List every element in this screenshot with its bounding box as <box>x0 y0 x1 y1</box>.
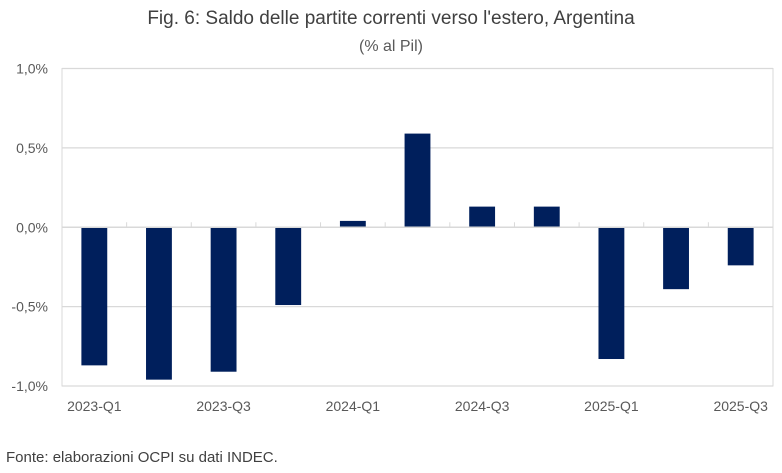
y-tick-label: -1,0% <box>11 378 48 394</box>
bar-2023-Q4 <box>275 227 302 306</box>
y-tick-label: -0,5% <box>11 299 48 315</box>
bar-2024-Q3 <box>469 206 496 228</box>
x-tick-label: 2023-Q3 <box>196 398 251 414</box>
bar-2023-Q2 <box>146 227 172 380</box>
bar-2023-Q3 <box>210 227 237 372</box>
bar-2025-Q2 <box>663 227 689 290</box>
x-tick-label: 2025-Q1 <box>584 398 639 414</box>
x-tick-label: 2024-Q3 <box>455 398 510 414</box>
x-tick-label: 2023-Q1 <box>67 398 122 414</box>
bar-2024-Q4 <box>533 206 560 228</box>
bar-2024-Q2 <box>404 133 431 228</box>
chart-subtitle: (% al Pil) <box>358 38 423 55</box>
x-tick-label: 2025-Q3 <box>713 398 768 414</box>
bar-2025-Q3 <box>727 227 754 266</box>
x-tick-label: 2024-Q1 <box>326 398 381 414</box>
y-tick-label: 1,0% <box>16 61 48 77</box>
y-tick-label: 0,0% <box>16 219 48 235</box>
bar-2023-Q1 <box>81 227 108 366</box>
source-note: Fonte: elaborazioni OCPI su dati INDEC. <box>6 449 278 466</box>
chart-title: Fig. 6: Saldo delle partite correnti ver… <box>147 8 635 29</box>
y-tick-label: 0,5% <box>16 140 48 156</box>
bar-2025-Q1 <box>598 227 625 360</box>
bar-2024-Q1 <box>339 220 366 228</box>
